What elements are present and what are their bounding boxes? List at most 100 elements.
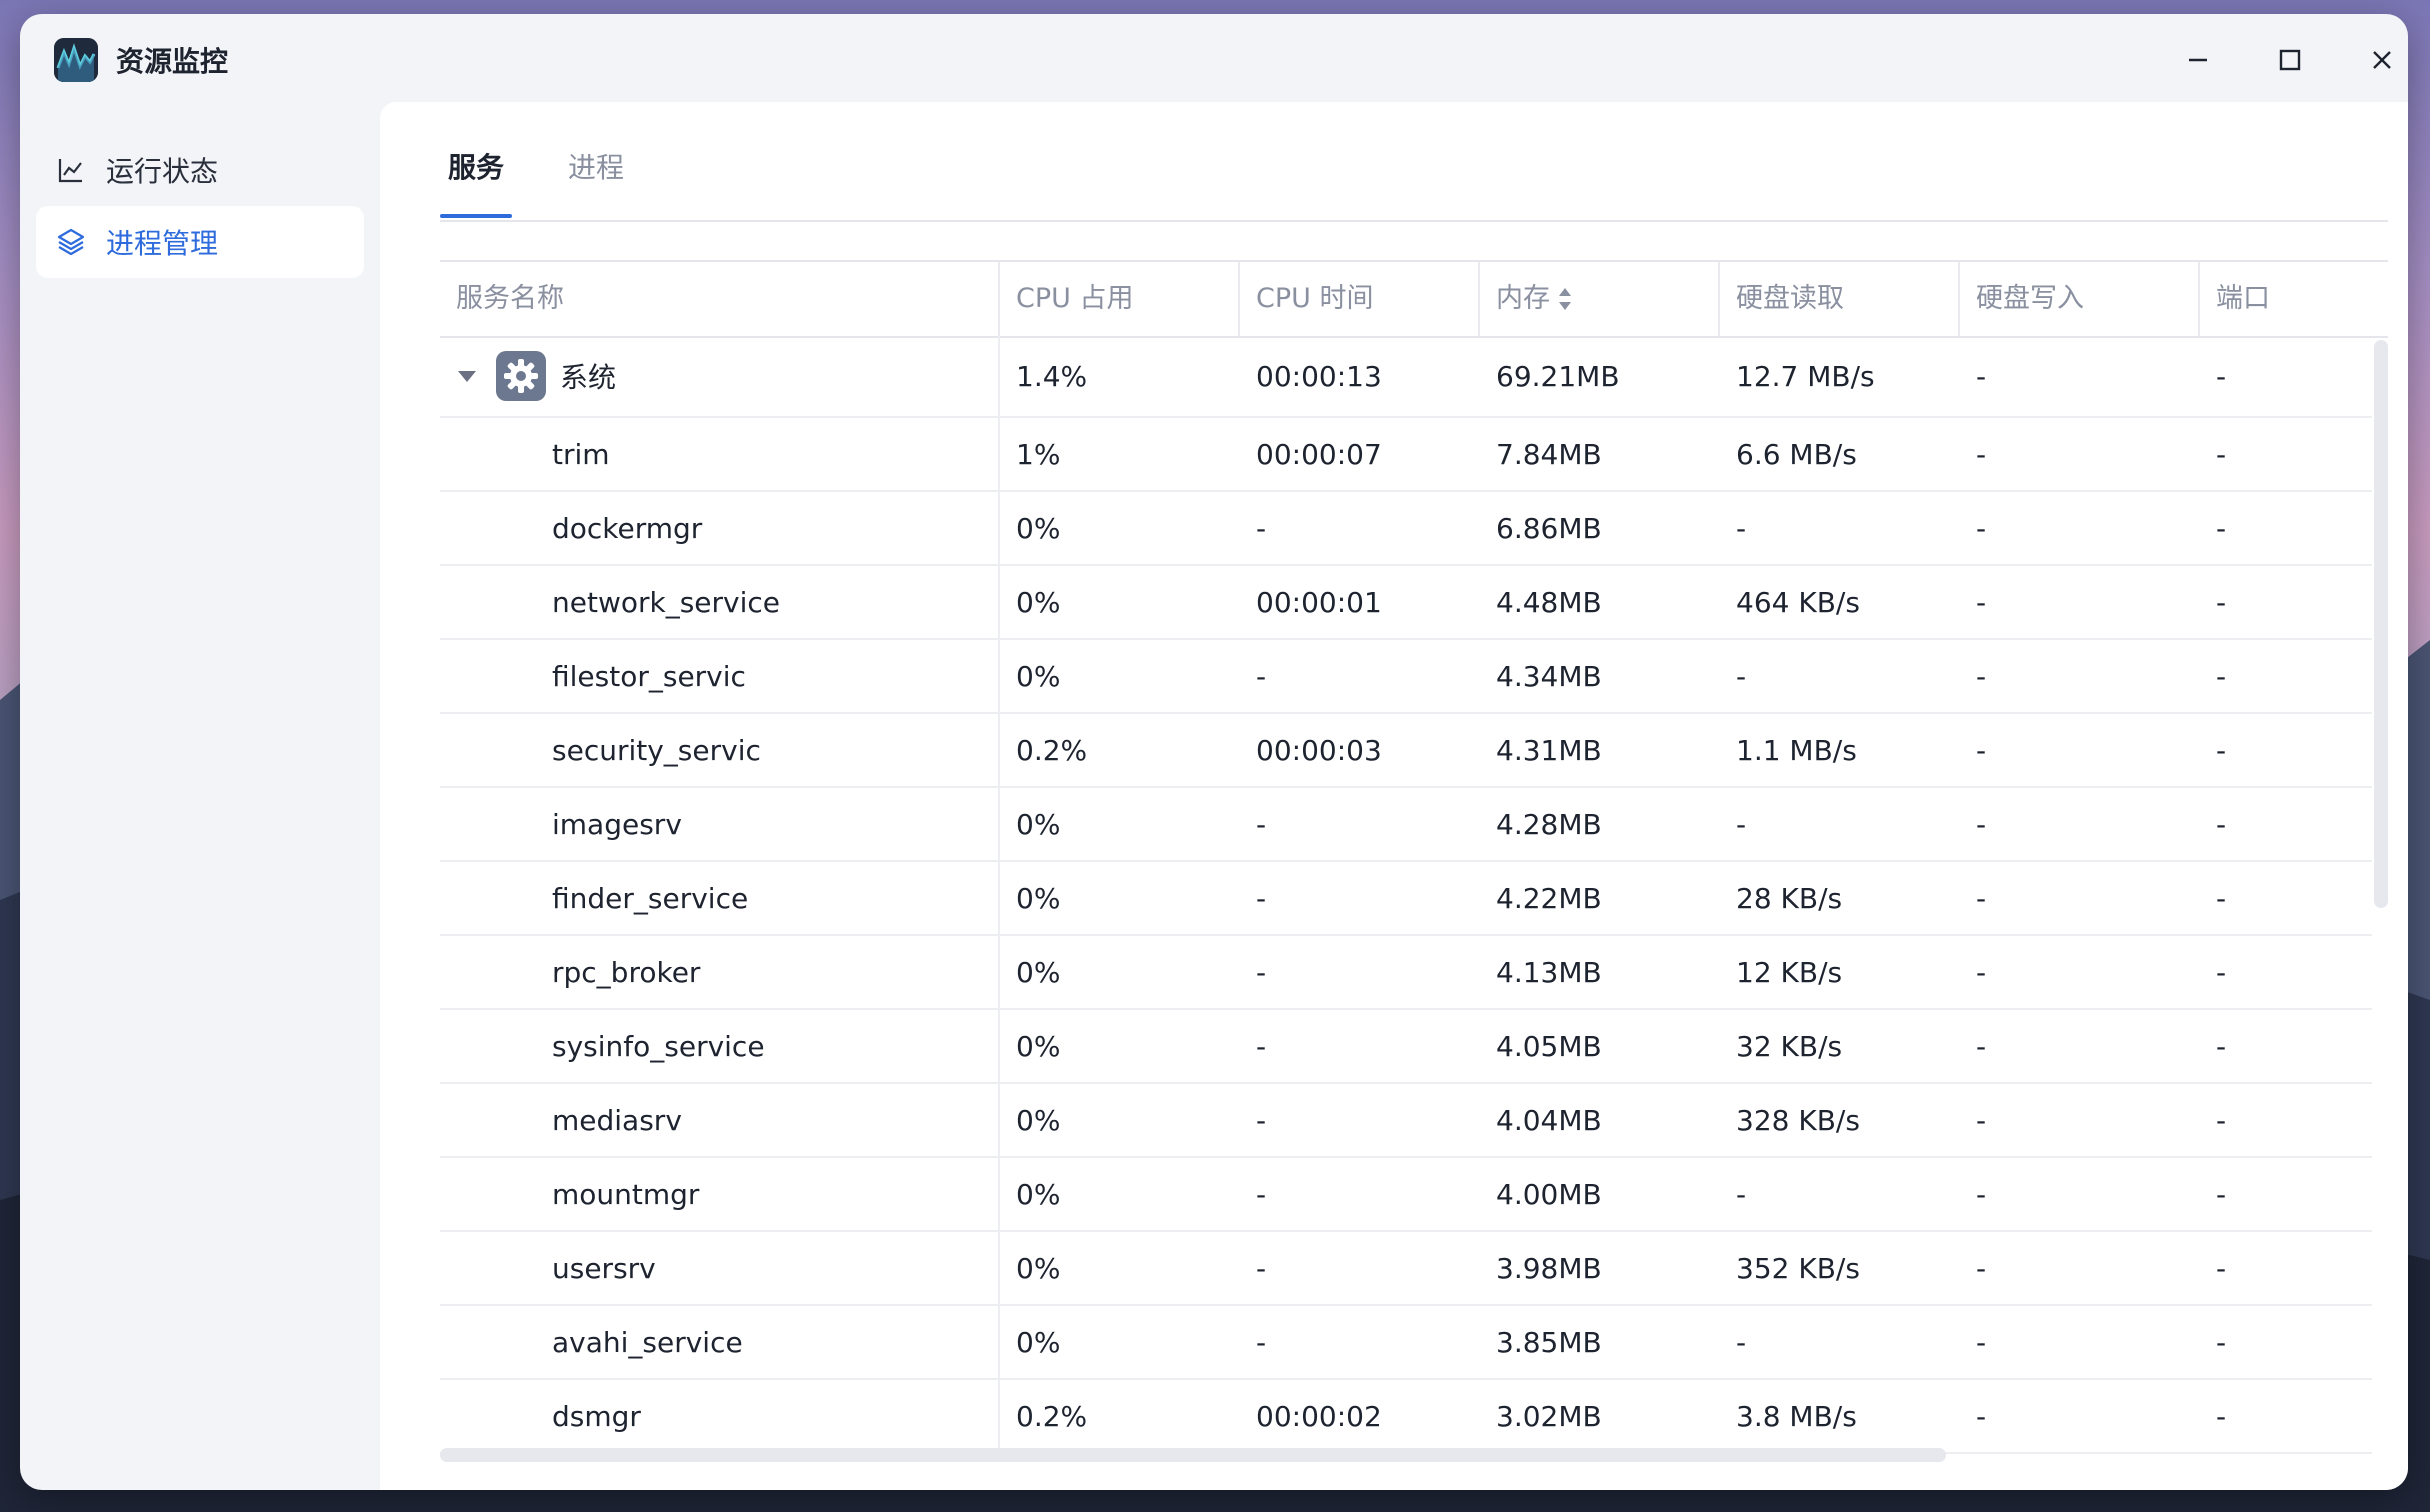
- column-divider[interactable]: [1718, 262, 1720, 336]
- column-header-disk-write[interactable]: 硬盘写入: [1976, 283, 2084, 314]
- disk-write-cell: -: [1976, 585, 1987, 619]
- disk-write-cell: -: [1976, 1399, 1987, 1433]
- column-divider[interactable]: [1478, 262, 1480, 336]
- service-name-cell: finder_service: [552, 881, 749, 915]
- cpu-usage-cell: 0%: [1016, 1103, 1061, 1137]
- title-bar: 资源监控: [20, 14, 2408, 102]
- table-group-row[interactable]: 系统 1.4% 00:00:13 69.21MB 12.7 MB/s - -: [440, 336, 2372, 418]
- table-row[interactable]: avahi_service 0% - 3.85MB - - -: [440, 1306, 2372, 1380]
- column-header-cpu-time[interactable]: CPU 时间: [1256, 283, 1374, 314]
- memory-cell: 4.13MB: [1496, 955, 1602, 989]
- column-divider[interactable]: [1958, 262, 1960, 336]
- service-name-cell: imagesrv: [552, 807, 682, 841]
- services-table: 服务名称 CPU 占用 CPU 时间 内存 硬盘读取 硬盘写入: [440, 260, 2388, 1460]
- memory-cell: 4.05MB: [1496, 1029, 1602, 1063]
- table-row[interactable]: mountmgr 0% - 4.00MB - - -: [440, 1158, 2372, 1232]
- port-cell: -: [2216, 1029, 2227, 1063]
- cpu-time-cell: 00:00:07: [1256, 437, 1382, 471]
- expand-toggle[interactable]: [456, 336, 478, 416]
- disk-read-cell: 32 KB/s: [1736, 1029, 1843, 1063]
- cpu-usage-cell: 1%: [1016, 437, 1061, 471]
- cpu-usage-cell: 0%: [1016, 511, 1061, 545]
- service-name-cell: filestor_servic: [552, 659, 746, 693]
- table-row[interactable]: dockermgr 0% - 6.86MB - - -: [440, 492, 2372, 566]
- memory-cell: 4.00MB: [1496, 1177, 1602, 1211]
- column-divider[interactable]: [998, 262, 1000, 336]
- disk-read-cell: 328 KB/s: [1736, 1103, 1860, 1137]
- table-row[interactable]: dsmgr 0.2% 00:00:02 3.02MB 3.8 MB/s - -: [440, 1380, 2372, 1454]
- cpu-usage-cell: 0%: [1016, 1251, 1061, 1285]
- table-row[interactable]: imagesrv 0% - 4.28MB - - -: [440, 788, 2372, 862]
- sidebar-item-process-management[interactable]: 进程管理: [36, 206, 364, 278]
- service-name-cell: dockermgr: [552, 511, 703, 545]
- disk-write-cell: -: [1976, 881, 1987, 915]
- table-row[interactable]: mediasrv 0% - 4.04MB 328 KB/s - -: [440, 1084, 2372, 1158]
- sidebar-item-label: 运行状态: [106, 155, 219, 188]
- memory-cell: 7.84MB: [1496, 437, 1602, 471]
- cpu-usage-cell: 0%: [1016, 955, 1061, 989]
- column-header-service-name[interactable]: 服务名称: [456, 283, 564, 314]
- memory-cell: 4.22MB: [1496, 881, 1602, 915]
- column-header-cpu-usage[interactable]: CPU 占用: [1016, 283, 1134, 314]
- tab-services[interactable]: 服务: [448, 151, 505, 184]
- resource-monitor-window: 资源监控 运行状态 进程管理 服务: [20, 14, 2408, 1490]
- disk-write-cell: -: [1976, 437, 1987, 471]
- minimize-button[interactable]: [2178, 40, 2218, 80]
- cpu-usage-cell: 0%: [1016, 1029, 1061, 1063]
- disk-write-cell: -: [1976, 1251, 1987, 1285]
- disk-write-cell: -: [1976, 659, 1987, 693]
- horizontal-scrollbar[interactable]: [440, 1448, 1946, 1462]
- caret-down-icon: [458, 371, 476, 382]
- table-row[interactable]: finder_service 0% - 4.22MB 28 KB/s - -: [440, 862, 2372, 936]
- column-header-disk-read[interactable]: 硬盘读取: [1736, 283, 1844, 314]
- table-row[interactable]: rpc_broker 0% - 4.13MB 12 KB/s - -: [440, 936, 2372, 1010]
- table-row[interactable]: trim 1% 00:00:07 7.84MB 6.6 MB/s - -: [440, 418, 2372, 492]
- app-title: 资源监控: [116, 45, 229, 78]
- disk-read-cell: 352 KB/s: [1736, 1251, 1860, 1285]
- cpu-usage-cell: 0.2%: [1016, 733, 1088, 767]
- disk-read-cell: 1.1 MB/s: [1736, 733, 1857, 767]
- cpu-time-cell: -: [1256, 1029, 1267, 1063]
- cpu-time-cell: -: [1256, 955, 1267, 989]
- maximize-button[interactable]: [2270, 40, 2310, 80]
- memory-cell: 4.48MB: [1496, 585, 1602, 619]
- memory-cell: 6.86MB: [1496, 511, 1602, 545]
- cpu-usage-cell: 0%: [1016, 881, 1061, 915]
- vertical-scrollbar[interactable]: [2374, 340, 2388, 908]
- tab-processes[interactable]: 进程: [568, 151, 625, 184]
- cpu-time-cell: -: [1256, 1103, 1267, 1137]
- gear-icon: [496, 336, 546, 416]
- table-row[interactable]: usersrv 0% - 3.98MB 352 KB/s - -: [440, 1232, 2372, 1306]
- service-name-cell: avahi_service: [552, 1325, 743, 1359]
- table-row[interactable]: network_service 0% 00:00:01 4.48MB 464 KB/s -…: [440, 566, 2372, 640]
- table-row[interactable]: filestor_servic 0% - 4.34MB - - -: [440, 640, 2372, 714]
- disk-read-cell: 6.6 MB/s: [1736, 437, 1857, 471]
- activity-chart-icon: [54, 38, 98, 82]
- disk-read-cell: -: [1736, 807, 1747, 841]
- port-cell: -: [2216, 659, 2227, 693]
- column-header-port[interactable]: 端口: [2216, 283, 2270, 314]
- close-button[interactable]: [2362, 40, 2402, 80]
- sidebar-item-status[interactable]: 运行状态: [36, 134, 364, 206]
- table-row[interactable]: security_servic 0.2% 00:00:03 4.31MB 1.1 MB/…: [440, 714, 2372, 788]
- column-divider[interactable]: [1238, 262, 1240, 336]
- table-body: 系统 1.4% 00:00:13 69.21MB 12.7 MB/s - - t…: [440, 336, 2372, 1454]
- disk-write-cell: -: [1976, 1325, 1987, 1359]
- cpu-time-cell: -: [1256, 511, 1267, 545]
- cpu-usage-cell: 0%: [1016, 1325, 1061, 1359]
- sidebar: 运行状态 进程管理: [20, 102, 380, 1490]
- cpu-usage-cell: 0.2%: [1016, 1399, 1088, 1433]
- disk-read-cell: -: [1736, 1177, 1747, 1211]
- cpu-time-cell: 00:00:02: [1256, 1399, 1382, 1433]
- tab-bar: 服务 进程: [440, 102, 2388, 222]
- table-row[interactable]: sysinfo_service 0% - 4.05MB 32 KB/s - -: [440, 1010, 2372, 1084]
- cpu-time-cell: -: [1256, 1177, 1267, 1211]
- port-cell: -: [2216, 437, 2227, 471]
- service-name-cell: trim: [552, 437, 610, 471]
- line-chart-icon: [58, 159, 82, 183]
- column-divider[interactable]: [2198, 262, 2200, 336]
- cpu-time-cell: -: [1256, 881, 1267, 915]
- service-name-cell: mediasrv: [552, 1103, 682, 1137]
- cpu-time-cell: 00:00:13: [1256, 359, 1382, 393]
- column-header-memory[interactable]: 内存: [1496, 262, 1574, 336]
